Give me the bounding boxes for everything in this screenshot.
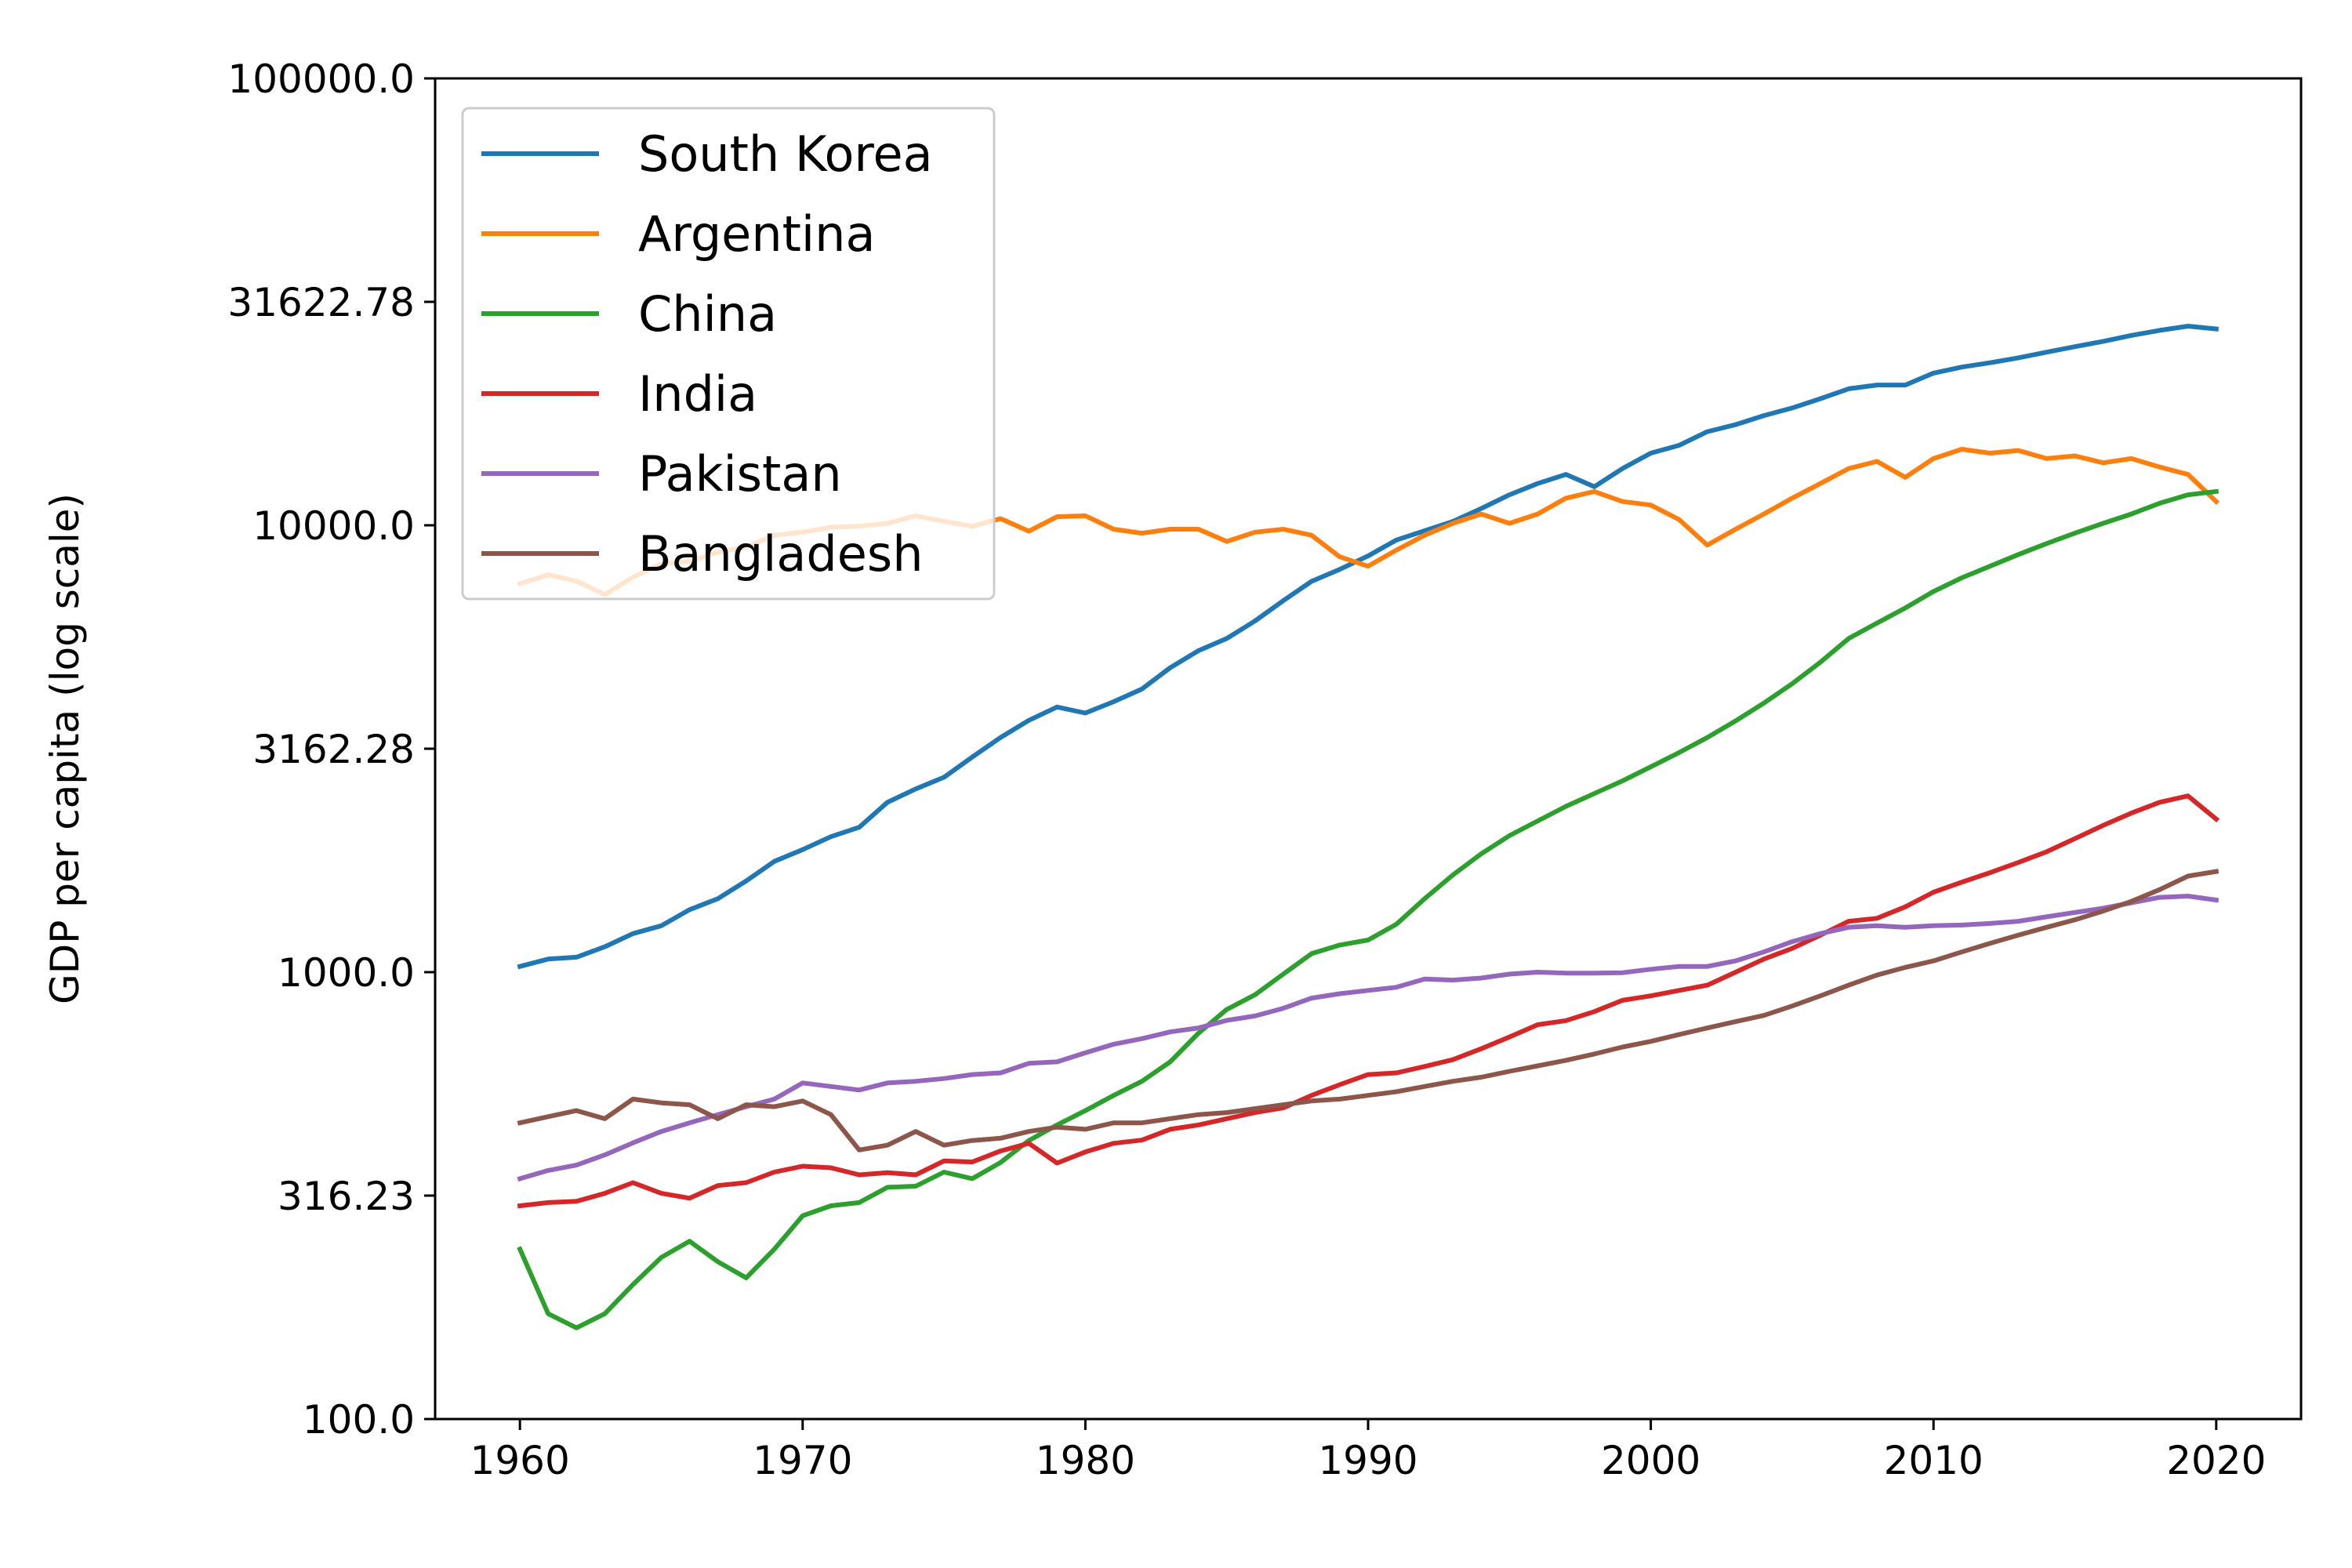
legend: South Korea Argentina China India Pakistan Ba… <box>461 107 996 601</box>
y-tick-label: 1000.0 <box>278 950 415 996</box>
x-tick-label: 1970 <box>753 1438 852 1483</box>
x-axis: 1960 1970 1980 1990 2000 2010 2020 <box>470 1419 2266 1483</box>
y-tick-label: 10000.0 <box>252 503 415 549</box>
x-tick-label: 2000 <box>1601 1438 1700 1483</box>
series-line-5 <box>517 869 2220 1152</box>
series-line-0 <box>517 324 2220 970</box>
legend-label-1: Argentina <box>638 205 875 263</box>
x-tick-label: 1980 <box>1036 1438 1135 1483</box>
y-tick-label: 100.0 <box>303 1397 415 1443</box>
x-tick-label: 2010 <box>1884 1438 1984 1483</box>
x-tick-label: 2020 <box>2166 1438 2266 1483</box>
legend-label-3: India <box>638 365 757 423</box>
y-axis-label: GDP per capita (log scale) <box>42 493 88 1004</box>
x-tick-label: 1990 <box>1318 1438 1417 1483</box>
series-line-4 <box>517 894 2220 1182</box>
legend-box <box>461 107 996 601</box>
y-tick-label: 31622.78 <box>227 280 415 325</box>
y-axis: 100.0 316.23 1000.0 3162.28 10000.0 31622.78 1… <box>227 56 435 1443</box>
x-tick-label: 1960 <box>470 1438 570 1483</box>
series-line-2 <box>517 488 2220 1330</box>
legend-label-2: China <box>638 285 777 343</box>
legend-label-4: Pakistan <box>638 445 842 503</box>
series-line-3 <box>517 793 2220 1209</box>
y-tick-label: 100000.0 <box>227 56 415 102</box>
y-tick-label: 3162.28 <box>252 727 415 772</box>
y-tick-label: 316.23 <box>278 1174 415 1219</box>
legend-label-0: South Korea <box>638 125 933 183</box>
legend-label-5: Bangladesh <box>638 525 924 583</box>
